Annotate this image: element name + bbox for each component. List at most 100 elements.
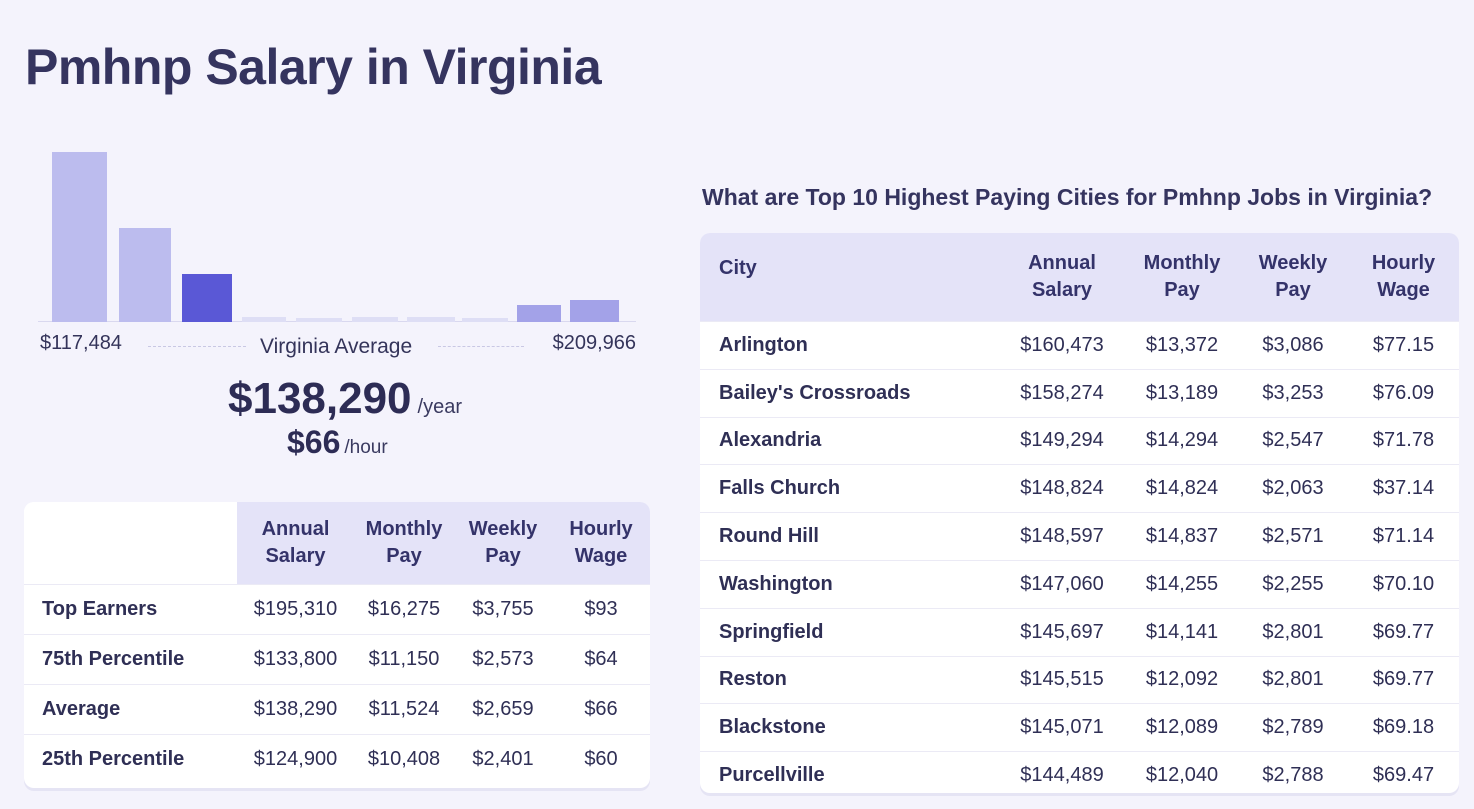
histogram-bar [119,228,171,322]
weekly-pay-cell: $2,573 [454,634,552,685]
table-row: Bailey's Crossroads $158,274 $13,189 $3,253… [700,368,1459,418]
header-city: City [700,233,998,322]
city-name-cell: Springfield [700,607,998,657]
annual-salary-cell: $158,274 [998,368,1126,418]
histogram-bar [242,317,286,322]
monthly-pay-cell: $14,294 [1126,416,1238,465]
monthly-pay-cell: $11,150 [354,634,454,685]
header-hourly-wage: Hourly Wage [552,502,650,585]
annual-salary-cell: $124,900 [237,734,354,784]
table-row: Alexandria $149,294 $14,294 $2,547 $71.78 [700,416,1459,465]
city-name-cell: Blackstone [700,703,998,752]
hourly-wage-cell: $37.14 [1348,464,1459,513]
cities-table-card: City Annual Salary Monthly Pay Weekly Pay H… [700,233,1459,793]
header-annual-salary: Annual Salary [237,502,354,585]
row-label: Average [24,684,237,735]
header-annual-salary: Annual Salary [998,233,1126,322]
annual-salary-cell: $148,597 [998,512,1126,561]
annual-salary-cell: $148,824 [998,464,1126,513]
annual-salary-cell: $144,489 [998,751,1126,793]
annual-salary-cell: $138,290 [237,684,354,735]
percentile-table-card: Annual Salary Monthly Pay Weekly Pay Hourly… [24,502,650,788]
row-label: 75th Percentile [24,634,237,685]
header-weekly-pay: Weekly Pay [454,502,552,585]
cities-table: City Annual Salary Monthly Pay Weekly Pay H… [700,233,1459,793]
row-label: 25th Percentile [24,734,237,784]
weekly-pay-cell: $2,571 [1238,512,1348,561]
monthly-pay-cell: $12,092 [1126,655,1238,704]
range-min-label: $117,484 [40,332,122,354]
hourly-wage-cell: $76.09 [1348,368,1459,418]
dashed-divider-left [148,346,246,347]
weekly-pay-cell: $2,801 [1238,607,1348,657]
table-row: Washington $147,060 $14,255 $2,255 $70.10 [700,559,1459,609]
histogram-bar [352,317,398,322]
weekly-pay-cell: $2,801 [1238,655,1348,704]
row-label: Top Earners [24,584,237,635]
histogram-bar [182,274,232,322]
annual-salary-cell: $145,071 [998,703,1126,752]
histogram-bar [570,300,619,322]
city-name-cell: Bailey's Crossroads [700,368,998,418]
weekly-pay-cell: $3,253 [1238,368,1348,418]
range-center-label: Virginia Average [260,335,413,358]
city-name-cell: Washington [700,559,998,609]
cities-title: What are Top 10 Highest Paying Cities fo… [702,184,1433,210]
annual-salary-cell: $133,800 [237,634,354,685]
city-name-cell: Alexandria [700,416,998,465]
histogram-bar [52,152,107,322]
header-monthly-pay: Monthly Pay [1126,233,1238,322]
monthly-pay-cell: $12,040 [1126,751,1238,793]
table-row: Average $138,290 $11,524 $2,659 $66 [24,684,650,735]
city-name-cell: Arlington [700,321,998,370]
average-yearly-value: $138,290 [228,374,412,423]
annual-salary-cell: $149,294 [998,416,1126,465]
hourly-wage-cell: $77.15 [1348,321,1459,370]
percentile-table-header: Annual Salary Monthly Pay Weekly Pay Hourly… [24,502,650,585]
city-name-cell: Falls Church [700,464,998,513]
table-row: 75th Percentile $133,800 $11,150 $2,573 $64 [24,634,650,685]
monthly-pay-cell: $14,824 [1126,464,1238,513]
hourly-wage-cell: $69.18 [1348,703,1459,752]
hourly-wage-cell: $69.77 [1348,607,1459,657]
weekly-pay-cell: $2,255 [1238,559,1348,609]
salary-range-row: $117,484 Virginia Average $209,966 [38,332,636,362]
city-name-cell: Round Hill [700,512,998,561]
hourly-wage-cell: $69.47 [1348,751,1459,793]
weekly-pay-cell: $2,547 [1238,416,1348,465]
table-row: Arlington $160,473 $13,372 $3,086 $77.15 [700,321,1459,370]
table-row: Falls Church $148,824 $14,824 $2,063 $37.14 [700,464,1459,513]
cities-table-header: City Annual Salary Monthly Pay Weekly Pay H… [700,233,1459,322]
dashed-divider-right [438,346,524,347]
monthly-pay-cell: $13,372 [1126,321,1238,370]
table-row: 25th Percentile $124,900 $10,408 $2,401 $60 [24,734,650,784]
table-row: Reston $145,515 $12,092 $2,801 $69.77 [700,655,1459,704]
hourly-wage-cell: $71.78 [1348,416,1459,465]
monthly-pay-cell: $14,255 [1126,559,1238,609]
page-title: Pmhnp Salary in Virginia [25,39,602,95]
annual-salary-cell: $147,060 [998,559,1126,609]
table-row: Blackstone $145,071 $12,089 $2,789 $69.18 [700,703,1459,752]
histogram-bar [517,305,561,322]
header-weekly-pay: Weekly Pay [1238,233,1348,322]
hourly-wage-cell: $66 [552,684,650,735]
header-blank [24,502,237,585]
weekly-pay-cell: $2,063 [1238,464,1348,513]
hourly-wage-cell: $64 [552,634,650,685]
monthly-pay-cell: $16,275 [354,584,454,635]
header-hourly-wage: Hourly Wage [1348,233,1459,322]
table-row: Top Earners $195,310 $16,275 $3,755 $93 [24,584,650,635]
weekly-pay-cell: $3,755 [454,584,552,635]
annual-salary-cell: $160,473 [998,321,1126,370]
range-max-label: $209,966 [552,332,636,354]
weekly-pay-cell: $2,789 [1238,703,1348,752]
histogram-bar [407,317,455,322]
average-yearly: $138,290/year [228,374,462,424]
table-row: Springfield $145,697 $14,141 $2,801 $69.77 [700,607,1459,657]
weekly-pay-cell: $2,659 [454,684,552,735]
monthly-pay-cell: $12,089 [1126,703,1238,752]
average-hourly-unit: /hour [344,437,388,458]
weekly-pay-cell: $3,086 [1238,321,1348,370]
annual-salary-cell: $145,515 [998,655,1126,704]
average-yearly-unit: /year [417,396,462,418]
